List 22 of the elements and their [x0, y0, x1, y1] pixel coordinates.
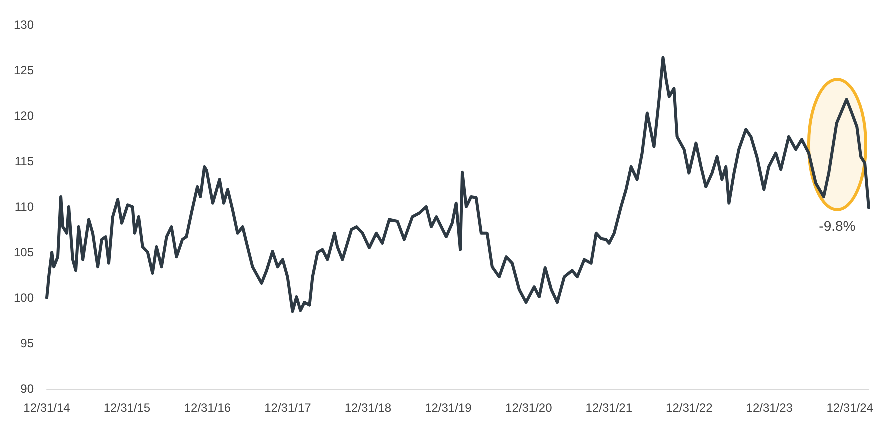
y-tick-label: 105: [14, 246, 34, 260]
line-series: [46, 56, 870, 314]
x-tick-label: 12/31/23: [746, 401, 794, 415]
x-tick-label: 12/31/24: [826, 401, 874, 415]
x-tick-label: 12/31/14: [24, 401, 71, 415]
y-tick-label: 110: [14, 200, 34, 214]
y-tick-label: 120: [14, 109, 34, 123]
y-tick-label: 100: [14, 291, 34, 305]
x-tick-label: 12/31/18: [344, 401, 392, 415]
y-tick-label: 95: [20, 336, 34, 350]
x-tick-label: 12/31/21: [586, 401, 633, 415]
x-tick-label: 12/31/19: [425, 401, 472, 415]
y-tick-label: 90: [20, 382, 34, 396]
x-tick-label: 12/31/22: [666, 401, 714, 415]
y-tick-label: 115: [14, 154, 34, 168]
x-tick-label: 12/31/20: [506, 401, 553, 415]
x-tick-label: 12/31/17: [264, 401, 312, 415]
x-tick-label: 12/31/15: [104, 401, 151, 415]
x-tick-label: 12/31/16: [184, 401, 232, 415]
y-tick-label: 125: [14, 64, 34, 78]
annotation: -9.8%: [819, 218, 856, 234]
y-tick-label: 130: [14, 18, 34, 32]
